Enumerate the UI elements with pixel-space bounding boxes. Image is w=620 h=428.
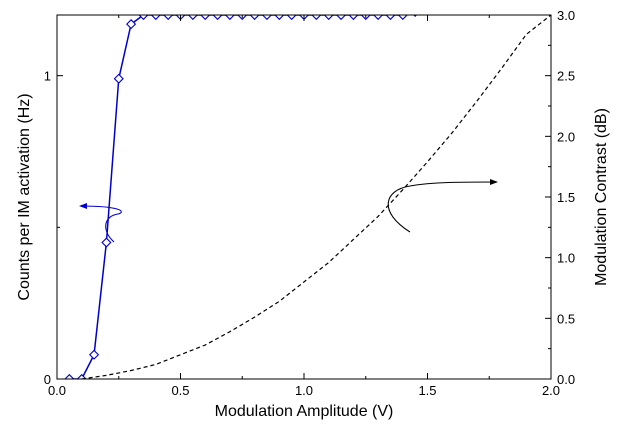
y-left-axis-title: Counts per IM activation (Hz) [16,93,33,300]
series-1-line [69,15,406,379]
data-point [187,15,198,21]
y-right-tick-label: 1.0 [557,251,575,266]
data-point [385,15,396,21]
data-point [200,15,211,21]
annotation-arrow-right [387,179,498,233]
y-right-tick-label: 2.0 [557,129,575,144]
data-point [126,19,137,30]
x-tick-label: 1.0 [295,383,313,398]
data-point [64,373,75,379]
series-2-line [81,15,551,379]
data-point [261,15,273,21]
data-point [323,15,334,21]
data-point [101,237,112,248]
data-point [138,15,149,21]
plot-frame [56,14,552,380]
data-point [423,2,432,11]
data-point [311,15,322,21]
y-right-tick-label: 2.5 [557,69,575,84]
x-tick-label: 1.5 [418,383,436,398]
y-left-tick-label: 0 [44,372,51,387]
data-point [249,15,260,21]
y-right-tick-label: 3.0 [557,8,575,23]
data-point [274,15,285,21]
x-axis-title: Modulation Amplitude (V) [215,403,394,420]
data-point [224,15,235,21]
data-point [113,73,124,84]
data-point [88,349,100,360]
x-tick-label: 0.5 [171,383,189,398]
x-tick-label: 0.0 [48,383,66,398]
data-point [76,373,87,379]
y-right-tick-label: 0.5 [557,311,575,326]
y-right-axis-title: Modulation Contrast (dB) [593,108,610,286]
data-point [212,15,223,21]
annotation-arrow-left [79,203,122,243]
y-right-tick-label: 1.5 [557,190,575,205]
data-point [163,15,174,21]
plot-area [64,2,551,379]
y-right-tick-label: 0.0 [557,372,575,387]
x-tick-label: 2.0 [542,383,560,398]
data-point [397,15,408,21]
data-point [373,15,384,21]
data-point [286,15,297,21]
data-point [335,15,347,21]
data-point [150,15,161,21]
axes: 0.0 0.5 1.0 1.5 2.0 0 1 0.0 0.5 1.0 1.5 2.0 2.5 3.0 [44,8,575,398]
data-point [348,15,359,21]
y-left-tick-label: 1 [44,69,51,84]
